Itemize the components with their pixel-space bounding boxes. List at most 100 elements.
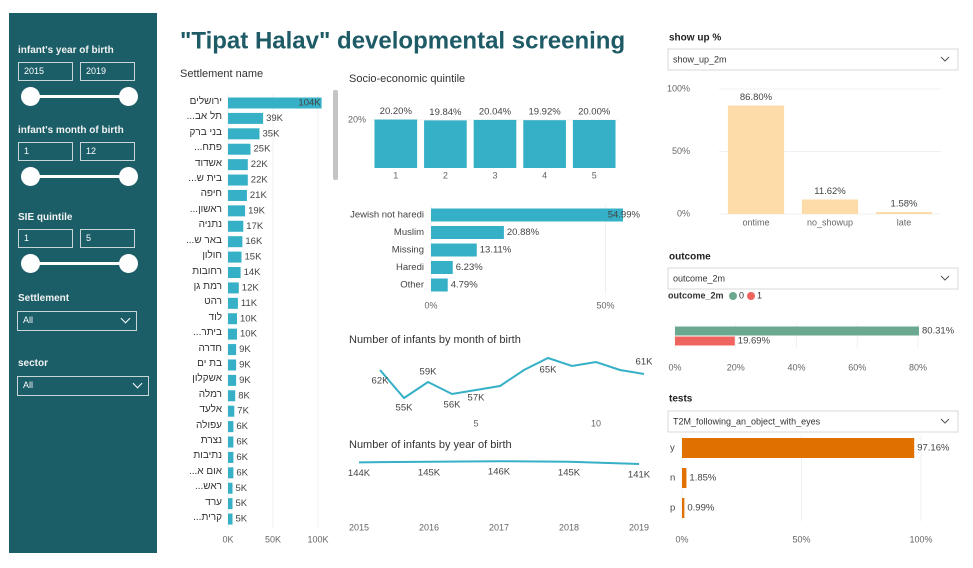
bar: [228, 451, 234, 463]
data-label: 35K: [263, 128, 281, 139]
data-label: 8K: [238, 390, 250, 401]
data-label: 19.69%: [738, 336, 771, 347]
line: [379, 356, 645, 400]
category-label: רהט: [204, 296, 222, 308]
dropdown[interactable]: [667, 410, 959, 433]
bar: [727, 105, 785, 214]
category-label: נתיבות: [193, 450, 222, 462]
dropdown[interactable]: [667, 48, 959, 71]
data-label: 5K: [236, 498, 248, 509]
x-tick-label: late: [897, 217, 912, 227]
slider-handle[interactable]: [21, 254, 40, 273]
range-input[interactable]: 2019: [80, 62, 135, 81]
x-tick-label: 2: [443, 170, 448, 180]
slider-handle[interactable]: [119, 87, 138, 106]
bar: [228, 313, 237, 325]
data-label: 6K: [236, 452, 248, 463]
chart-title: Number of infants by month of birth: [349, 334, 521, 346]
category-label: עפולה: [196, 419, 222, 431]
category-label: ירושלים: [189, 96, 222, 107]
bar: [228, 143, 251, 155]
bar: [228, 328, 237, 340]
bar: [228, 189, 247, 201]
category-label: p: [670, 503, 675, 514]
bar: [228, 220, 244, 232]
category-label: אשדוד: [194, 157, 222, 169]
data-label: 16K: [245, 236, 263, 247]
legend-label: 1: [757, 290, 762, 300]
slider-handle[interactable]: [21, 167, 40, 186]
category-label: ראש...: [194, 481, 222, 493]
data-label: 21K: [250, 190, 268, 201]
data-label: 10K: [240, 313, 258, 324]
data-label: 141K: [628, 469, 651, 480]
bar: [228, 205, 246, 217]
dropdown[interactable]: All: [17, 311, 137, 331]
x-tick-label: 4: [542, 170, 547, 180]
x-tick-label: no_showup: [807, 217, 853, 227]
category-label: ביתר...: [193, 327, 222, 339]
slider-handle[interactable]: [21, 87, 40, 106]
bar: [228, 390, 236, 402]
data-label: 145K: [558, 467, 581, 478]
data-label: 22K: [251, 175, 269, 186]
slider-handle[interactable]: [119, 167, 138, 186]
bar: [228, 436, 234, 448]
dropdown-chevron: [940, 56, 950, 62]
x-tick-label: 0K: [222, 534, 233, 544]
category-label: בני ברק: [189, 126, 222, 138]
category-label: אום א...: [188, 465, 222, 477]
dropdown-label: sector: [18, 358, 49, 369]
chart-title: tests: [669, 394, 693, 405]
bar: [228, 251, 242, 263]
chart-title: Settlement name: [180, 68, 263, 80]
x-tick-label: 2019: [629, 522, 649, 532]
data-label: 6.23%: [456, 262, 483, 273]
data-label: 59K: [420, 367, 438, 378]
bar: [228, 467, 234, 479]
data-label: 14K: [244, 267, 262, 278]
dropdown[interactable]: All: [17, 376, 149, 396]
bar: [228, 421, 234, 433]
bar: [682, 468, 687, 488]
data-label: 145K: [418, 467, 441, 478]
x-tick-label: 10: [591, 418, 601, 428]
x-tick-label: ontime: [742, 217, 769, 227]
x-tick-label: 5: [592, 170, 597, 180]
category-label: אלעד: [199, 404, 222, 416]
range-input[interactable]: 5: [80, 229, 135, 248]
category-label: בית ש...: [188, 173, 222, 185]
y-tick-label: 0%: [677, 208, 690, 218]
range-input[interactable]: 1: [18, 229, 73, 248]
dropdown[interactable]: [667, 267, 959, 290]
data-label: 56K: [444, 400, 462, 411]
category-label: פתח...: [194, 142, 222, 154]
scrollbar[interactable]: [333, 90, 338, 180]
bar: [431, 208, 623, 222]
data-label: 104K: [298, 98, 321, 109]
bar: [572, 120, 616, 168]
data-label: 12K: [242, 282, 260, 293]
bar: [228, 267, 241, 279]
bar: [228, 282, 239, 294]
range-input[interactable]: 12: [80, 142, 135, 161]
x-tick-label: 20%: [727, 362, 745, 372]
category-label: חולון: [202, 250, 222, 262]
slicer-label: infant's month of birth: [18, 125, 124, 136]
slider-handle[interactable]: [119, 254, 138, 273]
bar: [875, 212, 933, 214]
category-label: נתניה: [198, 219, 222, 231]
bar: [424, 120, 467, 168]
x-tick-label: 100K: [307, 534, 328, 544]
x-tick-label: 40%: [787, 362, 805, 372]
category-label: רמלה: [198, 388, 222, 400]
x-tick-label: 60%: [848, 362, 866, 372]
dropdown-chevron: [940, 275, 950, 281]
x-tick-label: 2016: [419, 522, 439, 532]
bar: [228, 128, 260, 140]
bar: [523, 120, 566, 168]
range-input[interactable]: 2015: [18, 62, 73, 81]
bar: [431, 278, 448, 292]
range-input[interactable]: 1: [18, 142, 73, 161]
